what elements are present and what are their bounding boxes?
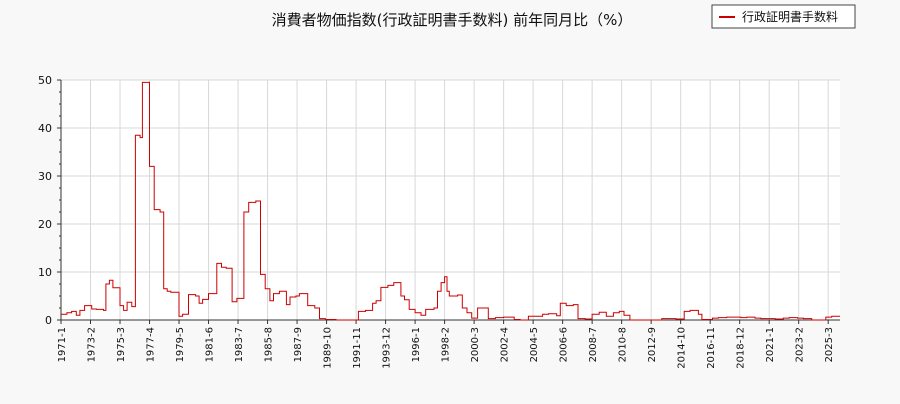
x-tick-label: 2018-12 <box>736 327 747 369</box>
x-tick-label: 2012-9 <box>647 327 658 362</box>
x-tick-label: 2023-2 <box>795 327 806 362</box>
chart-title: 消費者物価指数(行政証明書手数料) 前年同月比（%） <box>272 11 633 29</box>
x-tick-label: 1975-3 <box>116 327 127 362</box>
x-tick-label: 2004-5 <box>529 327 540 362</box>
series-line-0 <box>61 81 840 321</box>
plot-area <box>61 80 840 320</box>
x-tick-label: 1979-5 <box>175 327 186 362</box>
x-tick-label: 1991-11 <box>352 327 363 369</box>
x-tick-label: 1993-12 <box>382 327 393 369</box>
y-tick-label: 30 <box>38 170 52 183</box>
x-tick-label: 1981-6 <box>205 327 216 362</box>
x-tick-label: 2000-3 <box>470 327 481 362</box>
x-tick-label: 1973-2 <box>87 327 98 362</box>
y-tick-label: 0 <box>45 314 52 327</box>
legend[interactable]: 行政証明書手数料 <box>711 4 856 29</box>
y-tick-label: 10 <box>38 266 52 279</box>
y-tick-label: 20 <box>38 218 52 231</box>
legend-box <box>711 4 856 29</box>
y-tick-label: 50 <box>38 74 52 87</box>
x-tick-label: 1987-9 <box>293 327 304 362</box>
x-tick-label: 1985-8 <box>264 327 275 362</box>
legend-label-gyosei-shoumeisho: 行政証明書手数料 <box>742 9 838 24</box>
x-tick-label: 2010-8 <box>618 327 629 362</box>
x-tick-label: 1977-4 <box>146 327 157 362</box>
series-layer <box>61 81 840 321</box>
x-tick-label: 2002-4 <box>500 327 511 362</box>
x-tick-label: 2025-3 <box>824 327 835 362</box>
x-tick-label: 1998-2 <box>441 327 452 362</box>
axis-layer: 0 10 20 30 40 50 1971-1 1973-2 1975-3 1977-4 1979-… <box>38 74 840 369</box>
x-tick-label: 1983-7 <box>234 327 245 362</box>
x-tick-label: 2016-11 <box>706 327 717 369</box>
x-tick-label: 1996-1 <box>411 327 422 362</box>
y-tick-label: 40 <box>38 122 52 135</box>
grid-layer <box>60 79 840 321</box>
x-tick-label: 2021-1 <box>765 327 776 362</box>
x-tick-label: 1971-1 <box>57 327 68 362</box>
x-tick-label: 2014-10 <box>677 327 688 369</box>
x-tick-label: 1989-10 <box>323 327 334 369</box>
x-tick-label: 2006-6 <box>559 327 570 362</box>
x-tick-label: 2008-7 <box>588 327 599 362</box>
